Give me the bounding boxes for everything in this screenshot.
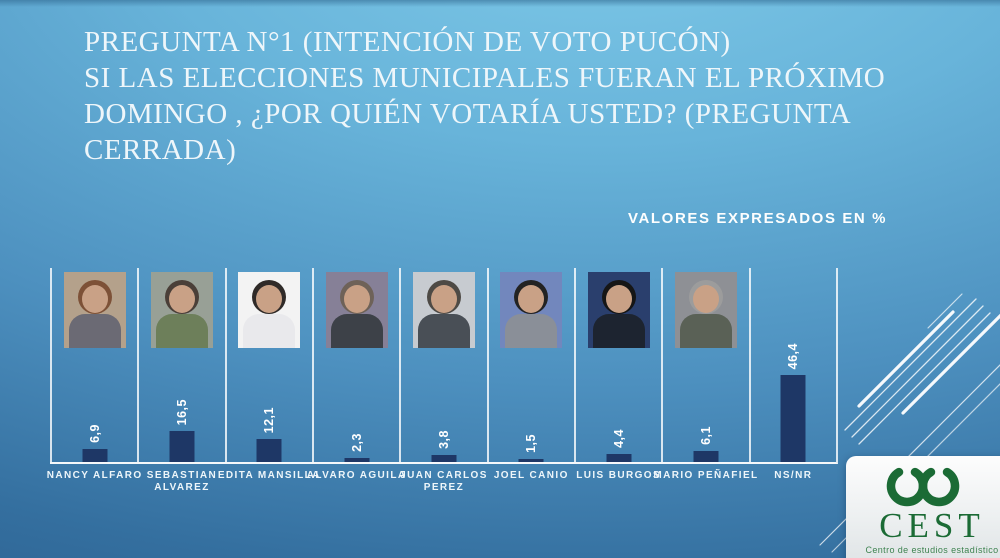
bar-value-label: 2,3 xyxy=(349,433,364,452)
category-label: LUIS BURGOS xyxy=(576,470,662,481)
chart-column: 1,5 JOEL CANIO xyxy=(486,268,574,481)
candidate-photo xyxy=(412,272,475,348)
bar-value-label: 12,1 xyxy=(262,406,277,433)
category-label: SEBASTIAN ALVAREZ xyxy=(146,470,218,493)
photo-head-shape xyxy=(81,285,108,313)
title-line: CERRADA) xyxy=(84,134,237,166)
photo-head-shape xyxy=(430,285,457,313)
bar xyxy=(780,375,806,462)
chart-column: 4,4 LUIS BURGOS xyxy=(573,268,661,481)
photo-body-shape xyxy=(155,314,208,348)
bar-value-label: 6,1 xyxy=(698,426,713,445)
photo-body-shape xyxy=(330,314,383,348)
bar xyxy=(518,459,544,462)
title-line: SI LAS ELECCIONES MUNICIPALES FUERAN EL … xyxy=(84,62,886,94)
category-label: NANCY ALFARO xyxy=(46,470,143,481)
category-label: EDITA MANSILLA xyxy=(217,470,321,481)
bar-value-label: 46,4 xyxy=(786,342,801,369)
bar-value-label: 1,5 xyxy=(524,434,539,453)
values-note: VALORES EXPRESADOS EN % xyxy=(628,210,888,227)
candidate-photo xyxy=(587,272,650,348)
cest-logo-text: CEST xyxy=(879,506,985,545)
photo-head-shape xyxy=(256,285,283,313)
bar-value-label: 4,4 xyxy=(611,429,626,448)
candidate-photo xyxy=(500,272,563,348)
candidate-photo xyxy=(238,272,301,348)
photo-head-shape xyxy=(518,285,545,313)
bar xyxy=(82,449,108,462)
photo-body-shape xyxy=(679,314,732,348)
photo-head-shape xyxy=(343,285,370,313)
photo-body-shape xyxy=(243,314,296,348)
photo-head-shape xyxy=(605,285,632,313)
category-label: JOEL CANIO xyxy=(493,470,569,481)
photo-body-shape xyxy=(592,314,645,348)
chart-column: 3,8 JUAN CARLOS PEREZ xyxy=(399,268,486,493)
bar-chart: 6,9 NANCY ALFARO 16,5 SEBASTIAN ALVAREZ 12,1… xyxy=(47,268,838,493)
bar xyxy=(606,454,632,462)
candidate-photo xyxy=(325,272,388,348)
photo-body-shape xyxy=(505,314,558,348)
category-label: NS/NR xyxy=(774,470,813,481)
chart-column: 6,9 NANCY ALFARO xyxy=(47,268,141,481)
bar xyxy=(431,455,457,462)
bar-value-label: 3,8 xyxy=(436,430,451,449)
candidate-photo xyxy=(63,272,126,348)
slide-title: PREGUNTA N°1 (INTENCIÓN DE VOTO PUCÓN) SI… xyxy=(84,24,924,168)
bar xyxy=(693,451,719,462)
chart-column: 46,4 NS/NR xyxy=(748,268,836,481)
bar-value-label: 16,5 xyxy=(174,398,189,425)
bar xyxy=(169,431,195,462)
bar xyxy=(256,439,282,462)
photo-head-shape xyxy=(168,285,195,313)
title-line: DOMINGO , ¿POR QUIÉN VOTARÍA USTED? (PRE… xyxy=(84,98,852,130)
chart-column: 6,1 MARIO PEÑAFIEL xyxy=(653,268,757,481)
photo-body-shape xyxy=(68,314,121,348)
category-label: ALVARO AGUILA xyxy=(306,470,407,481)
chart-column: 12,1 EDITA MANSILLA xyxy=(218,268,319,481)
candidate-photo xyxy=(674,272,737,348)
bar-value-label: 6,9 xyxy=(87,424,102,443)
bar xyxy=(344,458,370,462)
cest-logo: CEST Centro de estudios estadístico xyxy=(846,456,1000,558)
candidate-photo xyxy=(150,272,213,348)
photo-body-shape xyxy=(417,314,470,348)
chart-column: 16,5 SEBASTIAN ALVAREZ xyxy=(137,268,224,493)
category-label: JUAN CARLOS PEREZ xyxy=(400,470,488,493)
title-line: PREGUNTA N°1 (INTENCIÓN DE VOTO PUCÓN) xyxy=(84,26,731,58)
cest-double-c-icon xyxy=(886,467,960,507)
category-label: MARIO PEÑAFIEL xyxy=(653,470,759,481)
cest-logo-tagline: Centro de estudios estadístico xyxy=(865,545,999,555)
chart-column: 2,3 ALVARO AGUILA xyxy=(307,268,405,481)
photo-head-shape xyxy=(692,285,719,313)
